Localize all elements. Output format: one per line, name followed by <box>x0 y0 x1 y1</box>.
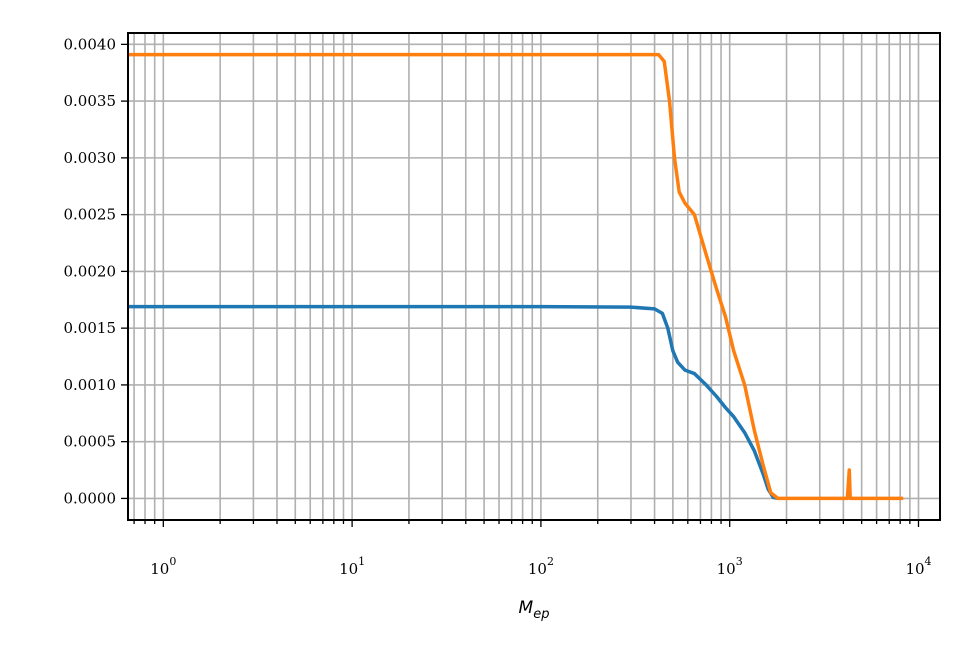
x-tick-label: 100 <box>150 555 176 578</box>
tick-labels: 100 101 102 103 1040.00000.00050.00100.00150… <box>64 35 932 578</box>
series-line-1 <box>128 304 779 501</box>
x-tick-label-exponent: 0 <box>169 555 176 568</box>
series-lines <box>128 52 904 501</box>
y-tick-label: 0.0025 <box>64 206 117 224</box>
grid-lines <box>128 33 940 520</box>
y-tick-label: 0.0010 <box>64 376 117 394</box>
x-tick-label: 103 <box>717 555 743 578</box>
y-tick-label: 0.0020 <box>64 262 117 280</box>
y-tick-label: 0.0000 <box>64 489 117 507</box>
x-tick-label: 102 <box>528 555 554 578</box>
x-tick-label-exponent: 3 <box>736 555 743 568</box>
x-tick-label-exponent: 2 <box>547 555 554 568</box>
x-tick-label-base: 10 <box>717 560 736 578</box>
x-tick-label-exponent: 4 <box>925 555 932 568</box>
x-tick-label-base: 10 <box>528 560 547 578</box>
y-tick-label: 0.0015 <box>64 319 117 337</box>
y-tick-label: 0.0035 <box>64 92 117 110</box>
x-tick-label-base: 10 <box>150 560 169 578</box>
x-tick-label: 104 <box>905 555 931 578</box>
y-tick-label: 0.0040 <box>64 35 117 53</box>
x-axis-label: Mep <box>519 598 550 622</box>
axis-ticks <box>121 43 920 527</box>
x-axis-label-subscript: ep <box>533 607 549 622</box>
x-tick-label-exponent: 1 <box>358 555 365 568</box>
x-axis-label-main: M <box>519 598 534 618</box>
x-tick-label: 101 <box>339 555 365 578</box>
plot-frame <box>127 32 941 521</box>
y-tick-label: 0.0005 <box>64 433 117 451</box>
series-line-2 <box>128 52 904 501</box>
x-tick-label-base: 10 <box>339 560 358 578</box>
y-tick-label: 0.0030 <box>64 149 117 167</box>
x-tick-label-base: 10 <box>905 560 924 578</box>
